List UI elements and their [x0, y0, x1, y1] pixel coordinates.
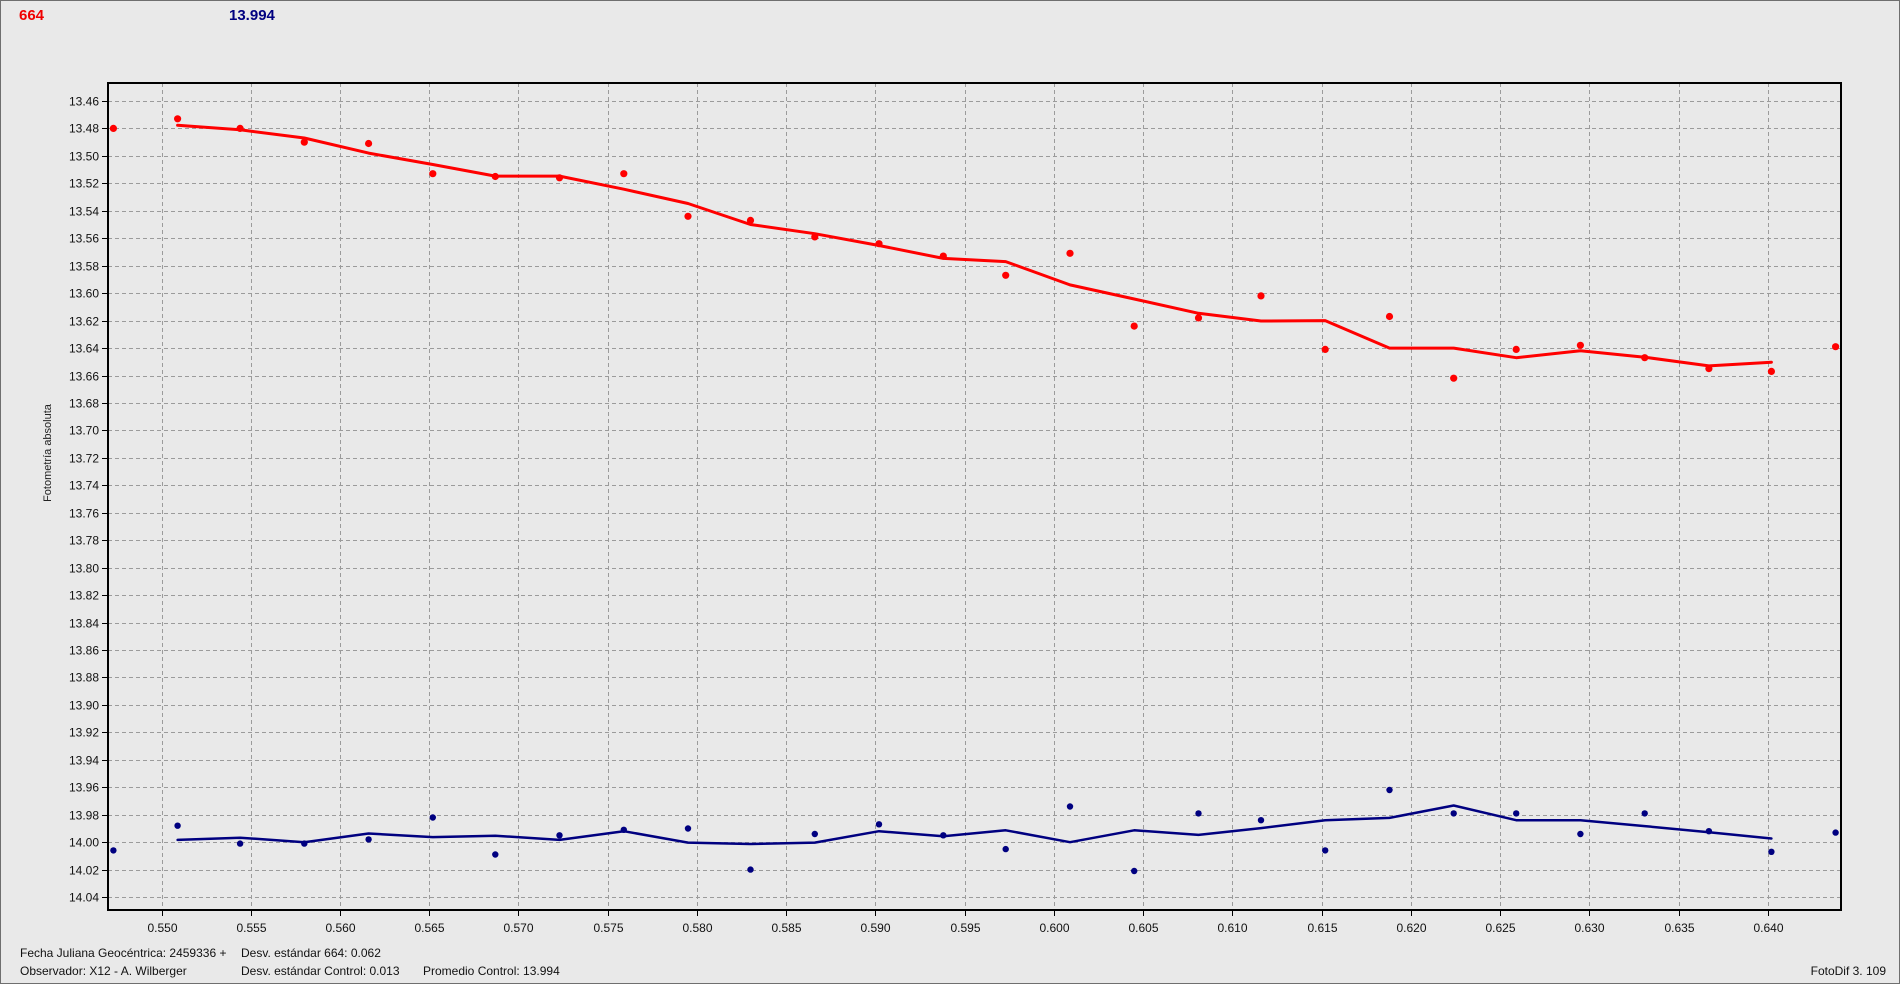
footer-app-version: FotoDif 3. 109 — [1810, 964, 1886, 978]
svg-text:0.630: 0.630 — [1574, 921, 1604, 935]
svg-text:0.595: 0.595 — [950, 921, 980, 935]
svg-text:0.620: 0.620 — [1396, 921, 1426, 935]
svg-text:13.76: 13.76 — [69, 507, 99, 521]
svg-text:13.48: 13.48 — [69, 122, 99, 136]
svg-text:0.570: 0.570 — [503, 921, 533, 935]
svg-text:0.615: 0.615 — [1307, 921, 1337, 935]
svg-text:14.00: 14.00 — [69, 836, 99, 850]
svg-text:13.74: 13.74 — [69, 479, 99, 493]
control-average-label: 13.994 — [229, 7, 275, 24]
footer-control-mean: Promedio Control: 13.994 — [423, 964, 560, 978]
svg-text:13.58: 13.58 — [69, 260, 99, 274]
footer-stddev-control: Desv. estándar Control: 0.013 — [241, 964, 400, 978]
svg-text:0.560: 0.560 — [325, 921, 355, 935]
svg-text:13.78: 13.78 — [69, 534, 99, 548]
svg-text:13.86: 13.86 — [69, 644, 99, 658]
svg-text:0.585: 0.585 — [771, 921, 801, 935]
svg-text:13.72: 13.72 — [69, 452, 99, 466]
svg-text:13.66: 13.66 — [69, 370, 99, 384]
svg-text:13.94: 13.94 — [69, 754, 99, 768]
svg-text:13.96: 13.96 — [69, 781, 99, 795]
svg-text:14.02: 14.02 — [69, 864, 99, 878]
svg-text:0.640: 0.640 — [1753, 921, 1783, 935]
svg-text:13.80: 13.80 — [69, 562, 99, 576]
svg-text:0.635: 0.635 — [1664, 921, 1694, 935]
svg-text:0.555: 0.555 — [236, 921, 266, 935]
svg-text:13.64: 13.64 — [69, 342, 99, 356]
footer-observer: Observador: X12 - A. Wilberger — [20, 964, 187, 978]
y-axis-title: Fotometría absoluta — [42, 404, 54, 502]
svg-text:0.580: 0.580 — [682, 921, 712, 935]
svg-text:13.60: 13.60 — [69, 287, 99, 301]
svg-text:13.56: 13.56 — [69, 232, 99, 246]
svg-text:13.90: 13.90 — [69, 699, 99, 713]
svg-text:13.92: 13.92 — [69, 726, 99, 740]
svg-text:13.46: 13.46 — [69, 95, 99, 109]
svg-text:13.84: 13.84 — [69, 617, 99, 631]
svg-text:0.600: 0.600 — [1039, 921, 1069, 935]
footer-stddev-object: Desv. estándar 664: 0.062 — [241, 946, 381, 960]
svg-text:13.82: 13.82 — [69, 589, 99, 603]
svg-text:13.88: 13.88 — [69, 671, 99, 685]
svg-text:0.565: 0.565 — [414, 921, 444, 935]
svg-text:0.625: 0.625 — [1485, 921, 1515, 935]
svg-text:0.575: 0.575 — [593, 921, 623, 935]
svg-text:13.52: 13.52 — [69, 177, 99, 191]
svg-text:13.68: 13.68 — [69, 397, 99, 411]
svg-text:14.04: 14.04 — [69, 891, 99, 905]
svg-text:0.550: 0.550 — [147, 921, 177, 935]
svg-text:0.610: 0.610 — [1217, 921, 1247, 935]
svg-text:13.54: 13.54 — [69, 205, 99, 219]
svg-text:13.98: 13.98 — [69, 809, 99, 823]
svg-text:0.590: 0.590 — [860, 921, 890, 935]
svg-text:13.70: 13.70 — [69, 424, 99, 438]
footer-julian-date: Fecha Juliana Geocéntrica: 2459336 + — [20, 946, 227, 960]
object-number-label: 664 — [19, 7, 45, 24]
svg-text:13.50: 13.50 — [69, 150, 99, 164]
svg-text:0.605: 0.605 — [1128, 921, 1158, 935]
svg-text:13.62: 13.62 — [69, 315, 99, 329]
